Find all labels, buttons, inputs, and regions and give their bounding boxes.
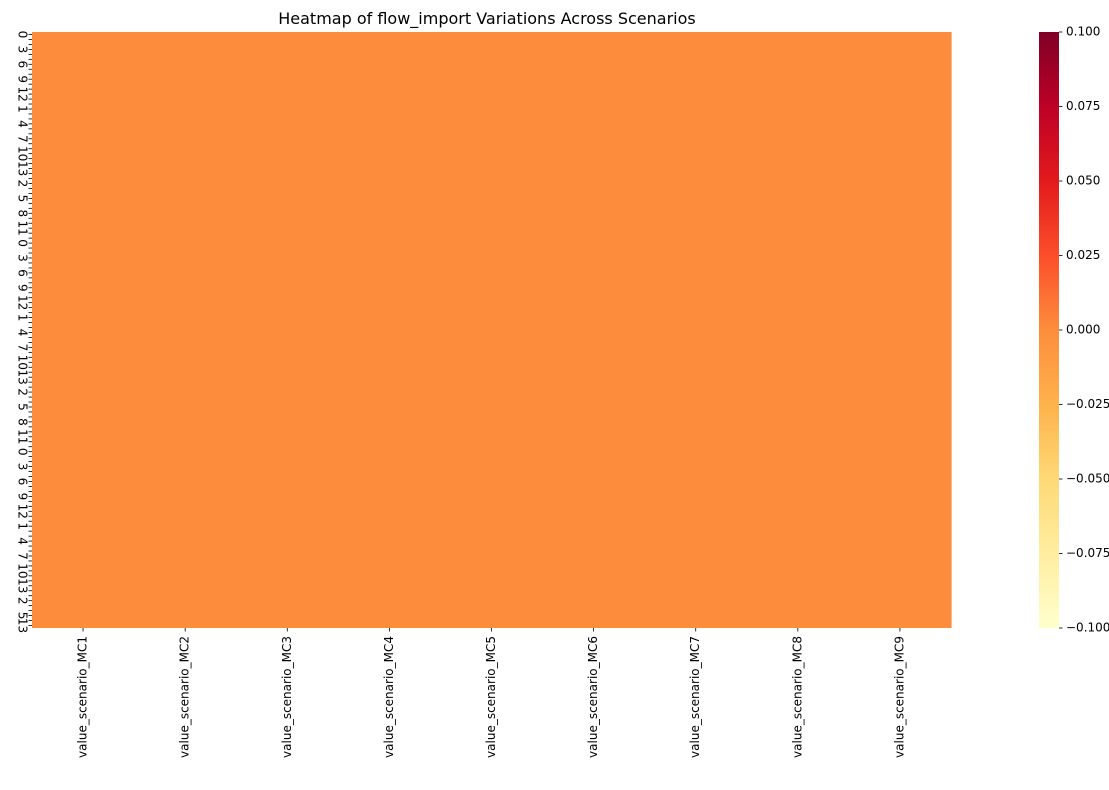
y-tick-label: 0 <box>16 31 30 39</box>
y-tick-label: 5 <box>16 403 30 411</box>
y-tick-label: 1 <box>16 314 30 322</box>
y-tick-label: 3 <box>16 46 30 54</box>
y-tick-label: 6 <box>16 478 30 486</box>
colorbar-tick-label: 0.000 <box>1066 323 1100 337</box>
y-axis-ticks: 0369121471013258110369121471013258110369… <box>16 31 32 633</box>
x-tick-label-1: value_scenario_MC1 <box>76 636 90 758</box>
colorbar-tick-label: 0.050 <box>1066 174 1100 188</box>
y-tick-label: 8 <box>16 209 30 217</box>
heatmap-column-6 <box>542 32 646 628</box>
y-tick-label: 7 <box>16 344 30 352</box>
heatmap-column-1 <box>32 32 135 628</box>
y-tick-label: 2 <box>16 388 30 396</box>
heatmap-column-7 <box>644 32 748 628</box>
y-tick-label: 13 <box>16 161 30 176</box>
colorbar-ticks: 0.100 0.075 0.050 0.025 0.000 −0.025 −0.050 −0.… <box>1059 25 1109 635</box>
heatmap-column-2 <box>134 32 237 628</box>
colorbar-tick-label: 0.025 <box>1066 248 1100 262</box>
y-tick-label: 0 <box>16 239 30 247</box>
y-tick-label: 2 <box>16 180 30 188</box>
heatmap-column-4 <box>338 32 442 628</box>
heatmap-cells <box>32 32 952 628</box>
colorbar-tick-label: −0.075 <box>1066 546 1109 560</box>
y-tick-label: 4 <box>16 120 30 128</box>
x-tick-label-3: value_scenario_MC3 <box>280 636 294 758</box>
colorbar-tick-label: 0.075 <box>1066 99 1100 113</box>
y-tick-label: 11 <box>16 429 30 444</box>
x-axis-ticks: value_scenario_MC1 value_scenario_MC2 valu… <box>76 628 906 758</box>
x-tick-label-8: value_scenario_MC8 <box>790 636 804 758</box>
y-tick-label: 5 <box>16 612 30 620</box>
y-tick-label: 9 <box>16 493 30 501</box>
x-tick-label-7: value_scenario_MC7 <box>688 636 702 758</box>
y-tick-label: 3 <box>16 463 30 471</box>
y-tick-label: 12 <box>16 295 30 310</box>
y-tick-label: 11 <box>16 221 30 236</box>
y-tick-label: 9 <box>16 284 30 292</box>
x-tick-label-6: value_scenario_MC6 <box>586 636 600 758</box>
heatmap-column-5 <box>440 32 544 628</box>
y-tick-label: 13 <box>16 578 30 593</box>
x-tick-label-2: value_scenario_MC2 <box>178 636 192 758</box>
colorbar-tick-label: −0.050 <box>1066 472 1109 486</box>
colorbar-tick-label: 0.100 <box>1066 25 1100 39</box>
x-tick-label-4: value_scenario_MC4 <box>382 636 396 758</box>
heatmap-column-8 <box>746 32 850 628</box>
colorbar-tick-label: −0.100 <box>1066 621 1109 635</box>
y-tick-label: 6 <box>16 60 30 68</box>
colorbar <box>1039 32 1059 628</box>
y-tick-label: 4 <box>16 537 30 545</box>
y-tick-label: 1 <box>16 105 30 113</box>
chart-title: Heatmap of flow_import Variations Across… <box>278 9 696 29</box>
y-tick-label: 6 <box>16 269 30 277</box>
y-tick-label: 13 <box>16 370 30 385</box>
x-tick-label-5: value_scenario_MC5 <box>484 636 498 758</box>
y-tick-label: 3 <box>16 254 30 262</box>
heatmap-column-9 <box>848 32 952 628</box>
y-tick-label: 4 <box>16 329 30 337</box>
y-tick-label: 7 <box>16 552 30 560</box>
y-tick-label: 10 <box>16 355 30 370</box>
y-tick-label: 1 <box>16 522 30 530</box>
y-tick-label: 7 <box>16 135 30 143</box>
y-tick-label: 9 <box>16 75 30 83</box>
y-tick-label: 0 <box>16 448 30 456</box>
y-tick-label: 10 <box>16 146 30 161</box>
y-tick-label: 10 <box>16 563 30 578</box>
y-tick-label: 8 <box>16 418 30 426</box>
colorbar-tick-label: −0.025 <box>1066 397 1109 411</box>
x-tick-label-9: value_scenario_MC9 <box>892 636 906 758</box>
y-tick-label: 12 <box>16 86 30 101</box>
heatmap-column-3 <box>236 32 339 628</box>
y-tick-label: 5 <box>16 195 30 203</box>
y-tick-label: 12 <box>16 504 30 519</box>
y-tick-label: 2 <box>16 597 30 605</box>
y-tick-label: 13 <box>16 618 30 633</box>
